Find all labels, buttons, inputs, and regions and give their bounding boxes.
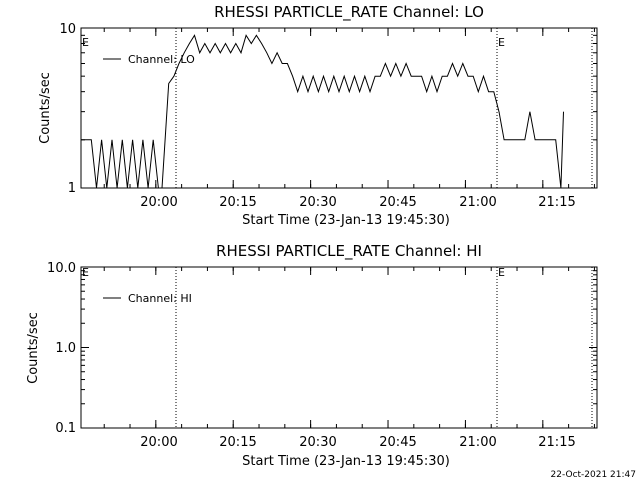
x-tick-label: 20:15	[219, 195, 256, 210]
x-tick-label: 21:00	[459, 435, 496, 450]
axis-ticks-lo	[81, 27, 597, 189]
panel-hi: RHESSI PARTICLE_RATE Channel: HI 0.1 1.0…	[26, 242, 598, 469]
plot-frame-lo	[80, 27, 598, 189]
y-axis-label-lo: Counts/sec	[38, 72, 53, 144]
x-tick-label: 20:30	[299, 195, 336, 210]
panel-lo: RHESSI PARTICLE_RATE Channel: LO 1 10 20…	[38, 3, 598, 228]
x-axis-label-hi: Start Time (23-Jan-13 19:45:30)	[242, 454, 450, 469]
x-tick-label: 21:00	[459, 195, 496, 210]
x-tick-label: 20:00	[140, 195, 177, 210]
x-tick-label: 20:30	[299, 435, 336, 450]
x-axis-label-lo: Start Time (23-Jan-13 19:45:30)	[242, 213, 450, 228]
y-axis-label-hi: Counts/sec	[26, 312, 41, 384]
y-tick-label: 10	[59, 22, 76, 37]
legend-label-hi: Channel: HI	[128, 292, 192, 305]
y-tick-label: 0.1	[55, 421, 76, 436]
event-label: E	[82, 36, 89, 49]
series-line-lo	[81, 34, 564, 189]
chart-title-lo: RHESSI PARTICLE_RATE Channel: LO	[214, 3, 484, 22]
event-label: E	[498, 266, 505, 279]
x-tick-label: 20:45	[379, 435, 416, 450]
plot-timestamp: 22-Oct-2021 21:47	[551, 470, 636, 480]
x-tick-label: 21:15	[538, 435, 575, 450]
y-tick-label: 10.0	[47, 261, 76, 276]
legend-label-lo: Channel: LO	[128, 53, 195, 66]
event-label: E	[498, 36, 505, 49]
x-tick-label: 20:15	[219, 435, 256, 450]
x-tick-label: 20:45	[379, 195, 416, 210]
event-label: E	[82, 266, 89, 279]
x-tick-label: 21:15	[538, 195, 575, 210]
x-tick-label: 20:00	[140, 435, 177, 450]
chart-title-hi: RHESSI PARTICLE_RATE Channel: HI	[216, 242, 482, 261]
axis-ticks-hi	[81, 266, 597, 429]
y-tick-label: 1	[68, 181, 76, 196]
y-tick-label: 1.0	[55, 341, 76, 356]
